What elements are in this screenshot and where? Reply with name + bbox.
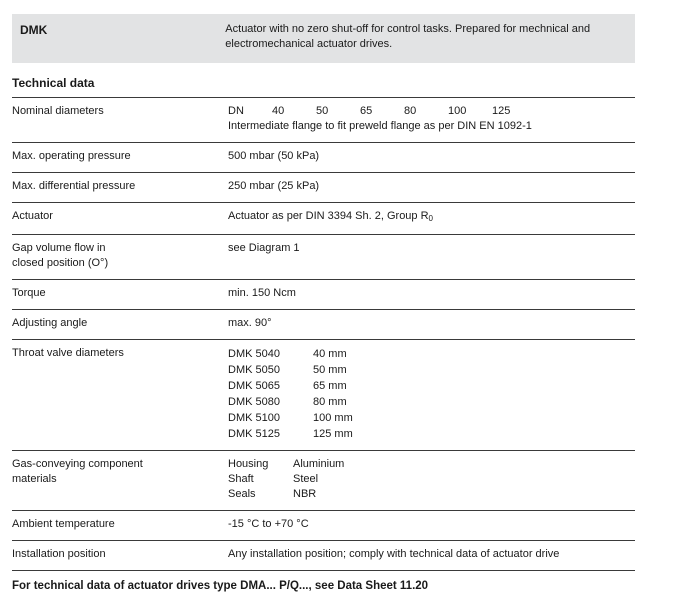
row-value: Housing Aluminium Shaft Steel Seals NBR (228, 457, 635, 502)
row-label: Adjusting angle (12, 317, 88, 329)
row-label: Torque (12, 287, 46, 299)
dn-value: 40 (272, 105, 285, 117)
row-value: 250 mbar (25 kPa) (228, 180, 320, 192)
dn-value: 65 (360, 105, 373, 117)
nominal-diameters-note: Intermediate flange to fit preweld flang… (228, 120, 532, 132)
row-label: Max. differential pressure (12, 180, 136, 192)
row-label-line1: Gas-conveying component (12, 458, 143, 470)
spec-name: DMK 5050 (228, 364, 280, 376)
spec-name: DMK 5125 (228, 428, 280, 440)
spec-item: DMK 5065 65 mm (228, 378, 635, 394)
table-row-max-operating-pressure: Max. operating pressure 500 mbar (50 kPa… (12, 142, 635, 172)
table-row-component-materials: Gas-conveying component materials Housin… (12, 450, 635, 510)
spec-name: Seals (228, 488, 256, 500)
spec-name: DMK 5040 (228, 348, 280, 360)
product-header: DMK Actuator with no zero shut-off for c… (12, 14, 635, 63)
actuator-spec-text: Actuator as per DIN 3394 Sh. 2, Group R (228, 210, 429, 222)
row-label: Nominal diameters (12, 105, 104, 117)
footer-note: For technical data of actuator drives ty… (12, 580, 429, 592)
row-label-line1: Gap volume flow in (12, 242, 106, 254)
table-row-max-differential-pressure: Max. differential pressure 250 mbar (25 … (12, 172, 635, 202)
spec-value: 65 mm (313, 380, 347, 392)
dn-value: 50 (316, 105, 329, 117)
row-value: min. 150 Ncm (228, 287, 296, 299)
group-subscript: 0 (428, 214, 433, 223)
spec-item: DMK 5040 40 mm (228, 346, 635, 362)
table-row-nominal-diameters: Nominal diameters DN 40 50 65 80 100 125 Inter… (12, 97, 635, 142)
dn-value: 125 (492, 105, 511, 117)
row-label: Gas-conveying component materials (12, 457, 228, 502)
spec-name: DMK 5100 (228, 412, 280, 424)
spec-item: DMK 5125 125 mm (228, 426, 635, 442)
spec-value: 40 mm (313, 348, 347, 360)
spec-item: Housing Aluminium (228, 457, 635, 472)
dn-value: 80 (404, 105, 417, 117)
spec-value: NBR (293, 488, 317, 500)
row-value: Actuator as per DIN 3394 Sh. 2, Group R0 (228, 209, 635, 226)
row-value: DN 40 50 65 80 100 125 Intermediate flange to … (228, 104, 635, 134)
product-name: DMK (20, 23, 48, 37)
spec-value: Aluminium (293, 458, 345, 470)
row-value: max. 90° (228, 317, 272, 329)
section-title: Technical data (12, 76, 95, 90)
spec-item: DMK 5050 50 mm (228, 362, 635, 378)
row-label: Max. operating pressure (12, 150, 131, 162)
row-value: DMK 5040 40 mm DMK 5050 50 mm DMK 5065 65 m… (228, 346, 635, 442)
table-row-installation-position: Installation position Any installation p… (12, 540, 635, 570)
row-label: Installation position (12, 548, 106, 560)
spec-name: DMK 5080 (228, 396, 280, 408)
spec-item: Shaft Steel (228, 472, 635, 487)
spec-name: Shaft (228, 473, 254, 485)
table-row-torque: Torque min. 150 Ncm (12, 279, 635, 309)
row-label: Gap volume flow in closed position (O°) (12, 241, 228, 271)
spec-name: DMK 5065 (228, 380, 280, 392)
row-value: Any installation position; comply with t… (228, 548, 560, 560)
dn-value: 100 (448, 105, 467, 117)
datasheet-page: DMK Actuator with no zero shut-off for c… (12, 14, 635, 592)
row-label: Throat valve diameters (12, 347, 124, 359)
spec-item: Seals NBR (228, 487, 635, 502)
product-description: Actuator with no zero shut-off for contr… (225, 23, 591, 50)
technical-data-table: Nominal diameters DN 40 50 65 80 100 125 Inter… (12, 97, 635, 571)
row-label-line2: materials (12, 473, 57, 485)
row-label: Actuator (12, 210, 53, 222)
row-value: -15 °C to +70 °C (228, 518, 309, 530)
table-row-adjusting-angle: Adjusting angle max. 90° (12, 309, 635, 339)
table-row-gap-volume-flow: Gap volume flow in closed position (O°) … (12, 234, 635, 279)
row-label-line2: closed position (O°) (12, 257, 109, 269)
table-row-throat-valve-diameters: Throat valve diameters DMK 5040 40 mm DMK… (12, 339, 635, 450)
dn-values-line: DN 40 50 65 80 100 125 (228, 104, 635, 119)
spec-item: DMK 5080 80 mm (228, 394, 635, 410)
table-row-actuator: Actuator Actuator as per DIN 3394 Sh. 2,… (12, 202, 635, 234)
dn-prefix: DN (228, 105, 244, 117)
row-label: Ambient temperature (12, 518, 115, 530)
spec-name: Housing (228, 458, 269, 470)
spec-value: 50 mm (313, 364, 347, 376)
spec-value: 100 mm (313, 412, 353, 424)
row-value: 500 mbar (50 kPa) (228, 150, 320, 162)
spec-value: 80 mm (313, 396, 347, 408)
spec-item: DMK 5100 100 mm (228, 410, 635, 426)
spec-value: 125 mm (313, 428, 353, 440)
row-value: see Diagram 1 (228, 242, 300, 254)
spec-value: Steel (293, 473, 319, 485)
table-row-ambient-temperature: Ambient temperature -15 °C to +70 °C (12, 510, 635, 540)
